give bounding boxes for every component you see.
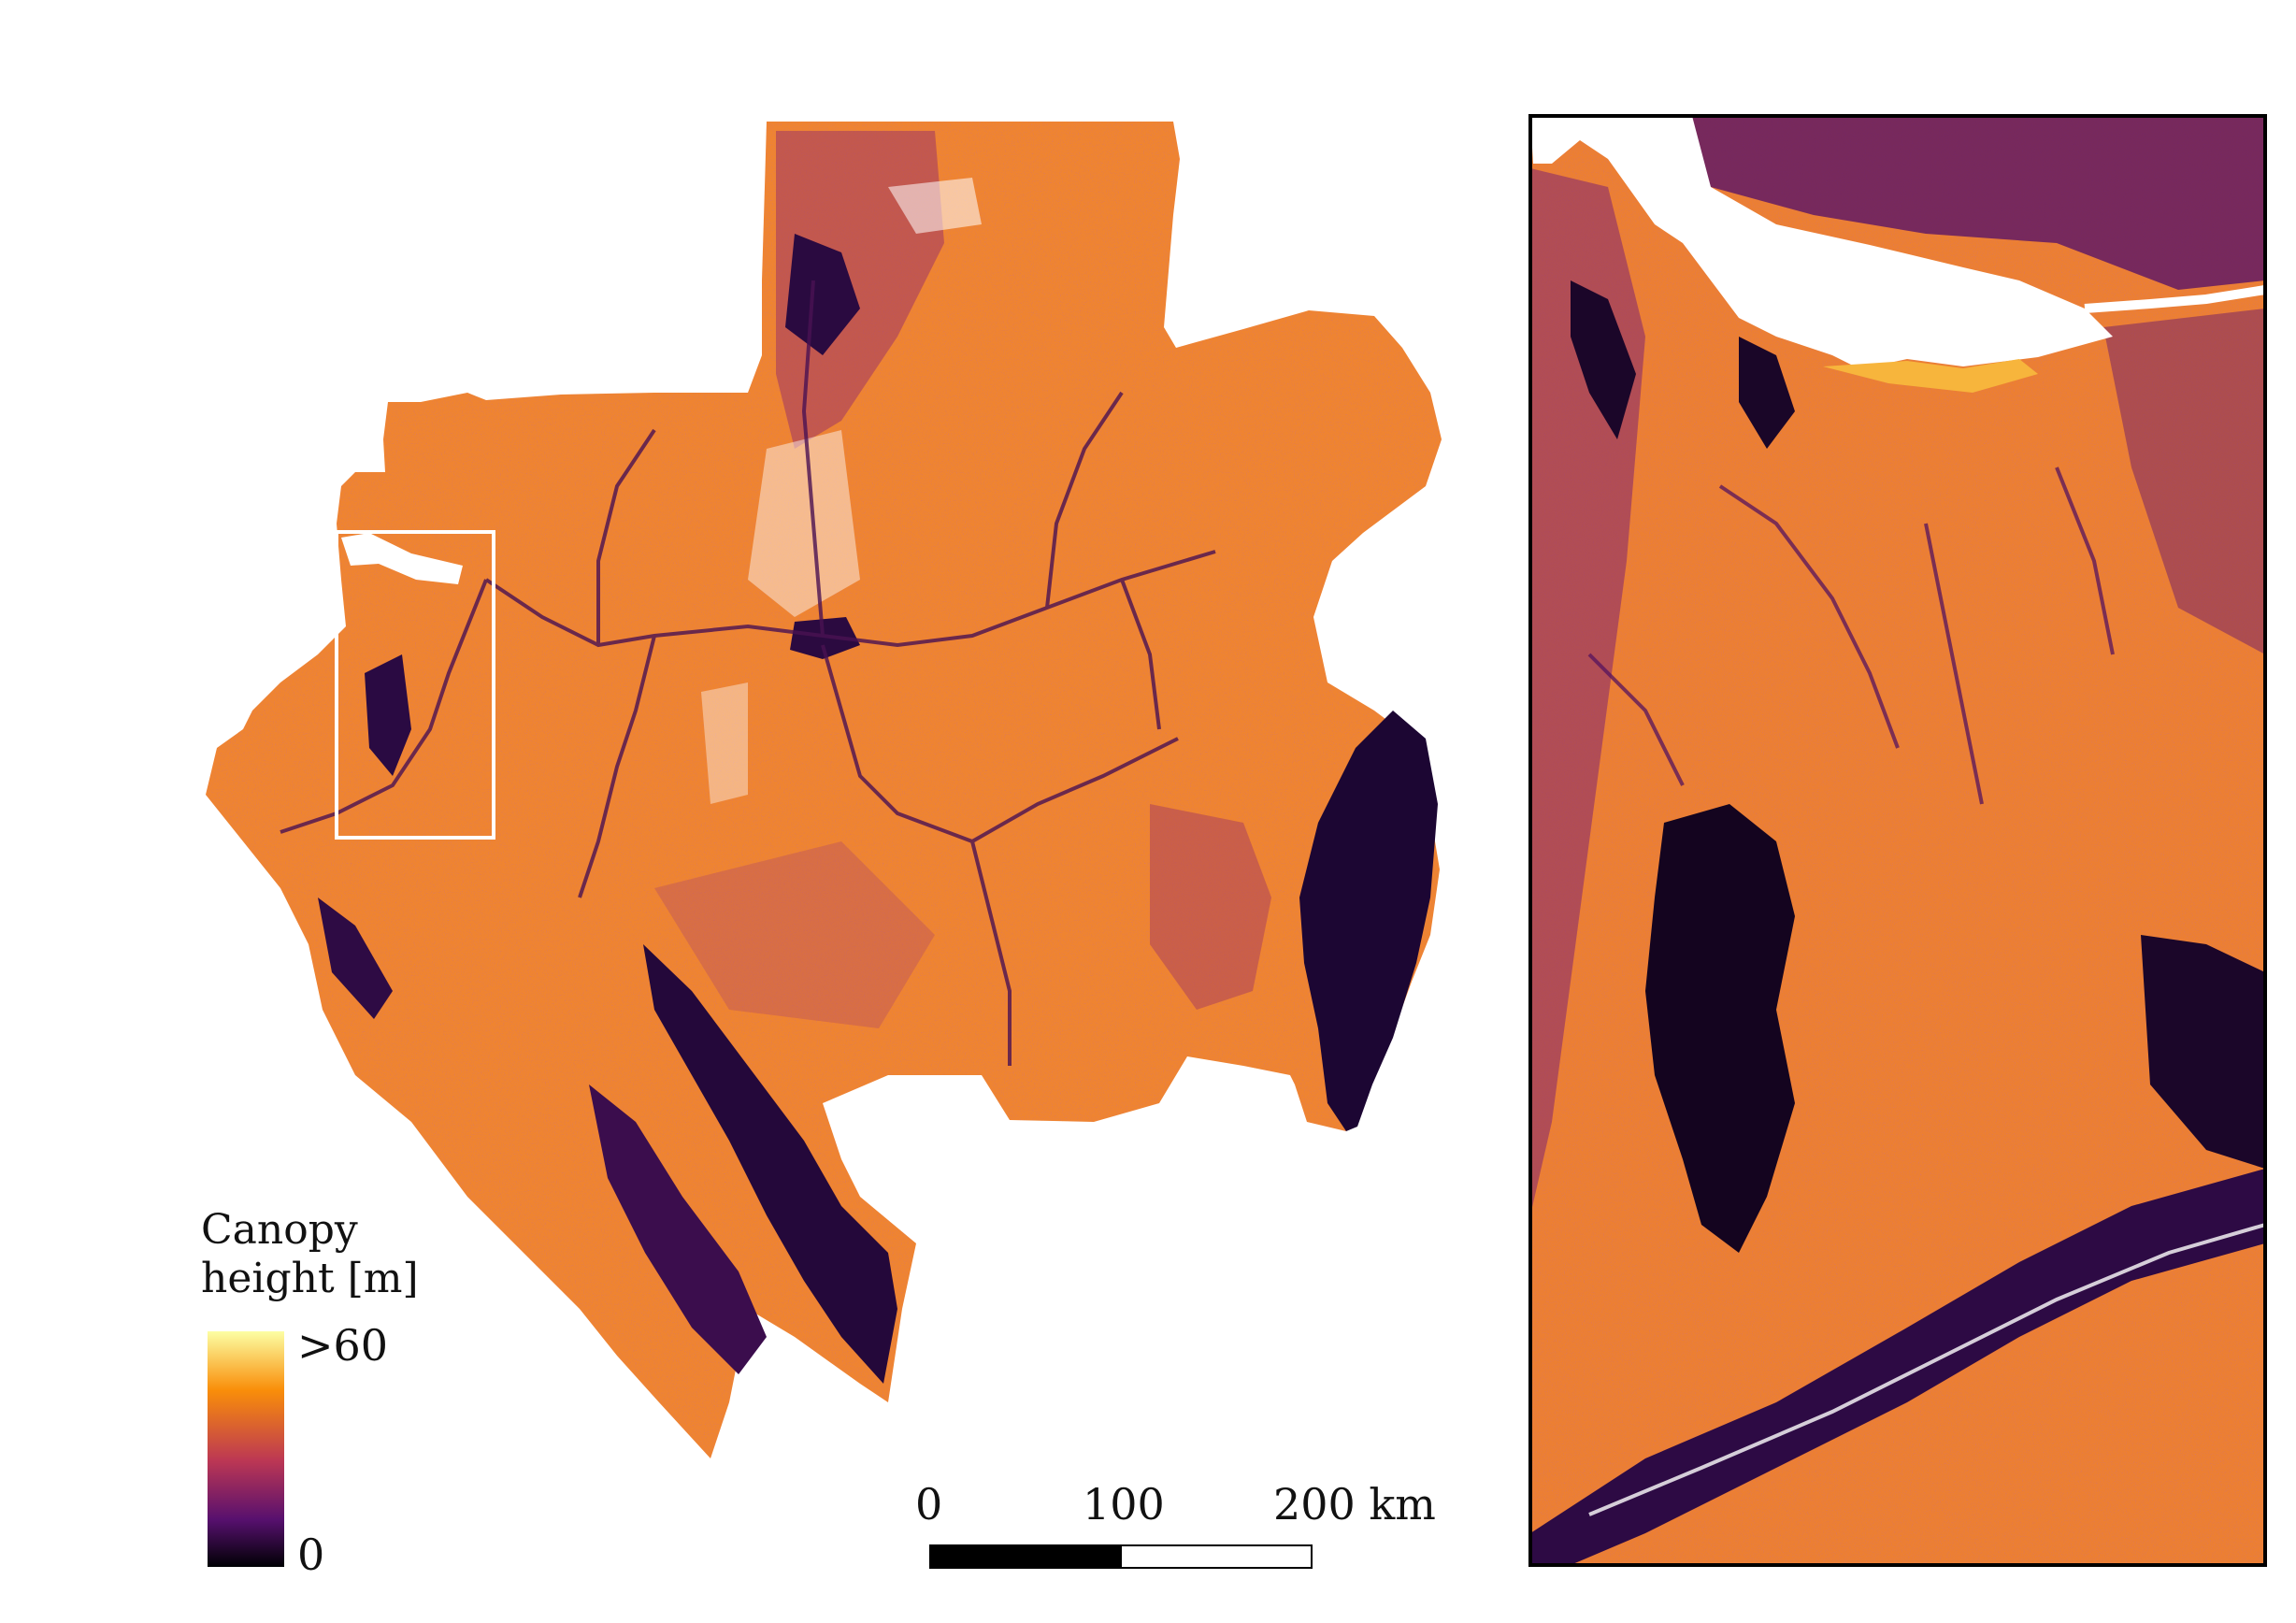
non-forest-east-plateau <box>1299 711 1438 1131</box>
inset-yellow-tall-band <box>1823 359 2038 393</box>
scalebar-segment-black <box>929 1544 1122 1569</box>
inset-dark-river-band <box>1530 1169 2265 1565</box>
non-forest-coast-south <box>318 898 393 1019</box>
legend-title: Canopy height [m] <box>201 1206 419 1303</box>
inset-dark-patch-center <box>1645 804 1795 1253</box>
inset-dark-patch-southeast <box>2141 935 2265 1169</box>
non-forest-north-patch <box>785 234 860 355</box>
non-forest-center-spot <box>790 617 860 659</box>
white-speckle-center <box>748 430 860 617</box>
inset-estuary-water <box>1580 116 2113 369</box>
white-speckle-north <box>888 178 982 234</box>
legend-max-label: >60 <box>297 1320 389 1371</box>
non-forest-coast-patch <box>365 654 411 776</box>
inset-dark-patch-coast <box>1571 280 1636 439</box>
river-network <box>280 280 1216 1066</box>
main-country-map <box>206 122 1442 1458</box>
scalebar-segment-white <box>1120 1544 1313 1569</box>
estuary-water <box>341 533 463 584</box>
legend-title-line2: height [m] <box>201 1255 419 1302</box>
scalebar-tick-100: 100 <box>1083 1479 1165 1530</box>
low-canopy-region-central <box>654 841 935 1028</box>
non-forest-southwest-band <box>643 944 897 1384</box>
country-texture <box>206 122 1442 1458</box>
scalebar-tick-0: 0 <box>915 1479 943 1530</box>
scalebar-tick-200: 200 km <box>1273 1479 1436 1530</box>
inset-location-box <box>335 530 495 840</box>
low-canopy-region-east <box>1150 804 1271 1010</box>
inset-zoom-panel <box>1528 114 2267 1567</box>
inset-coast-water <box>1530 116 1580 164</box>
non-forest-southwest-inner <box>589 1084 767 1374</box>
inset-river-white-line <box>1588 1223 2265 1516</box>
legend-min-label: 0 <box>297 1530 325 1580</box>
white-speckle-west <box>701 682 748 804</box>
inset-river-channel <box>2084 285 2265 313</box>
inset-low-canopy-east <box>2103 309 2265 654</box>
inset-dark-patch-northwest <box>1739 337 1795 449</box>
legend-colorbar <box>208 1331 284 1567</box>
legend-title-line1: Canopy <box>201 1206 358 1254</box>
inset-frame <box>1528 114 2267 1567</box>
inset-low-canopy-north <box>1683 116 2265 290</box>
inset-tributaries <box>1587 467 2115 805</box>
